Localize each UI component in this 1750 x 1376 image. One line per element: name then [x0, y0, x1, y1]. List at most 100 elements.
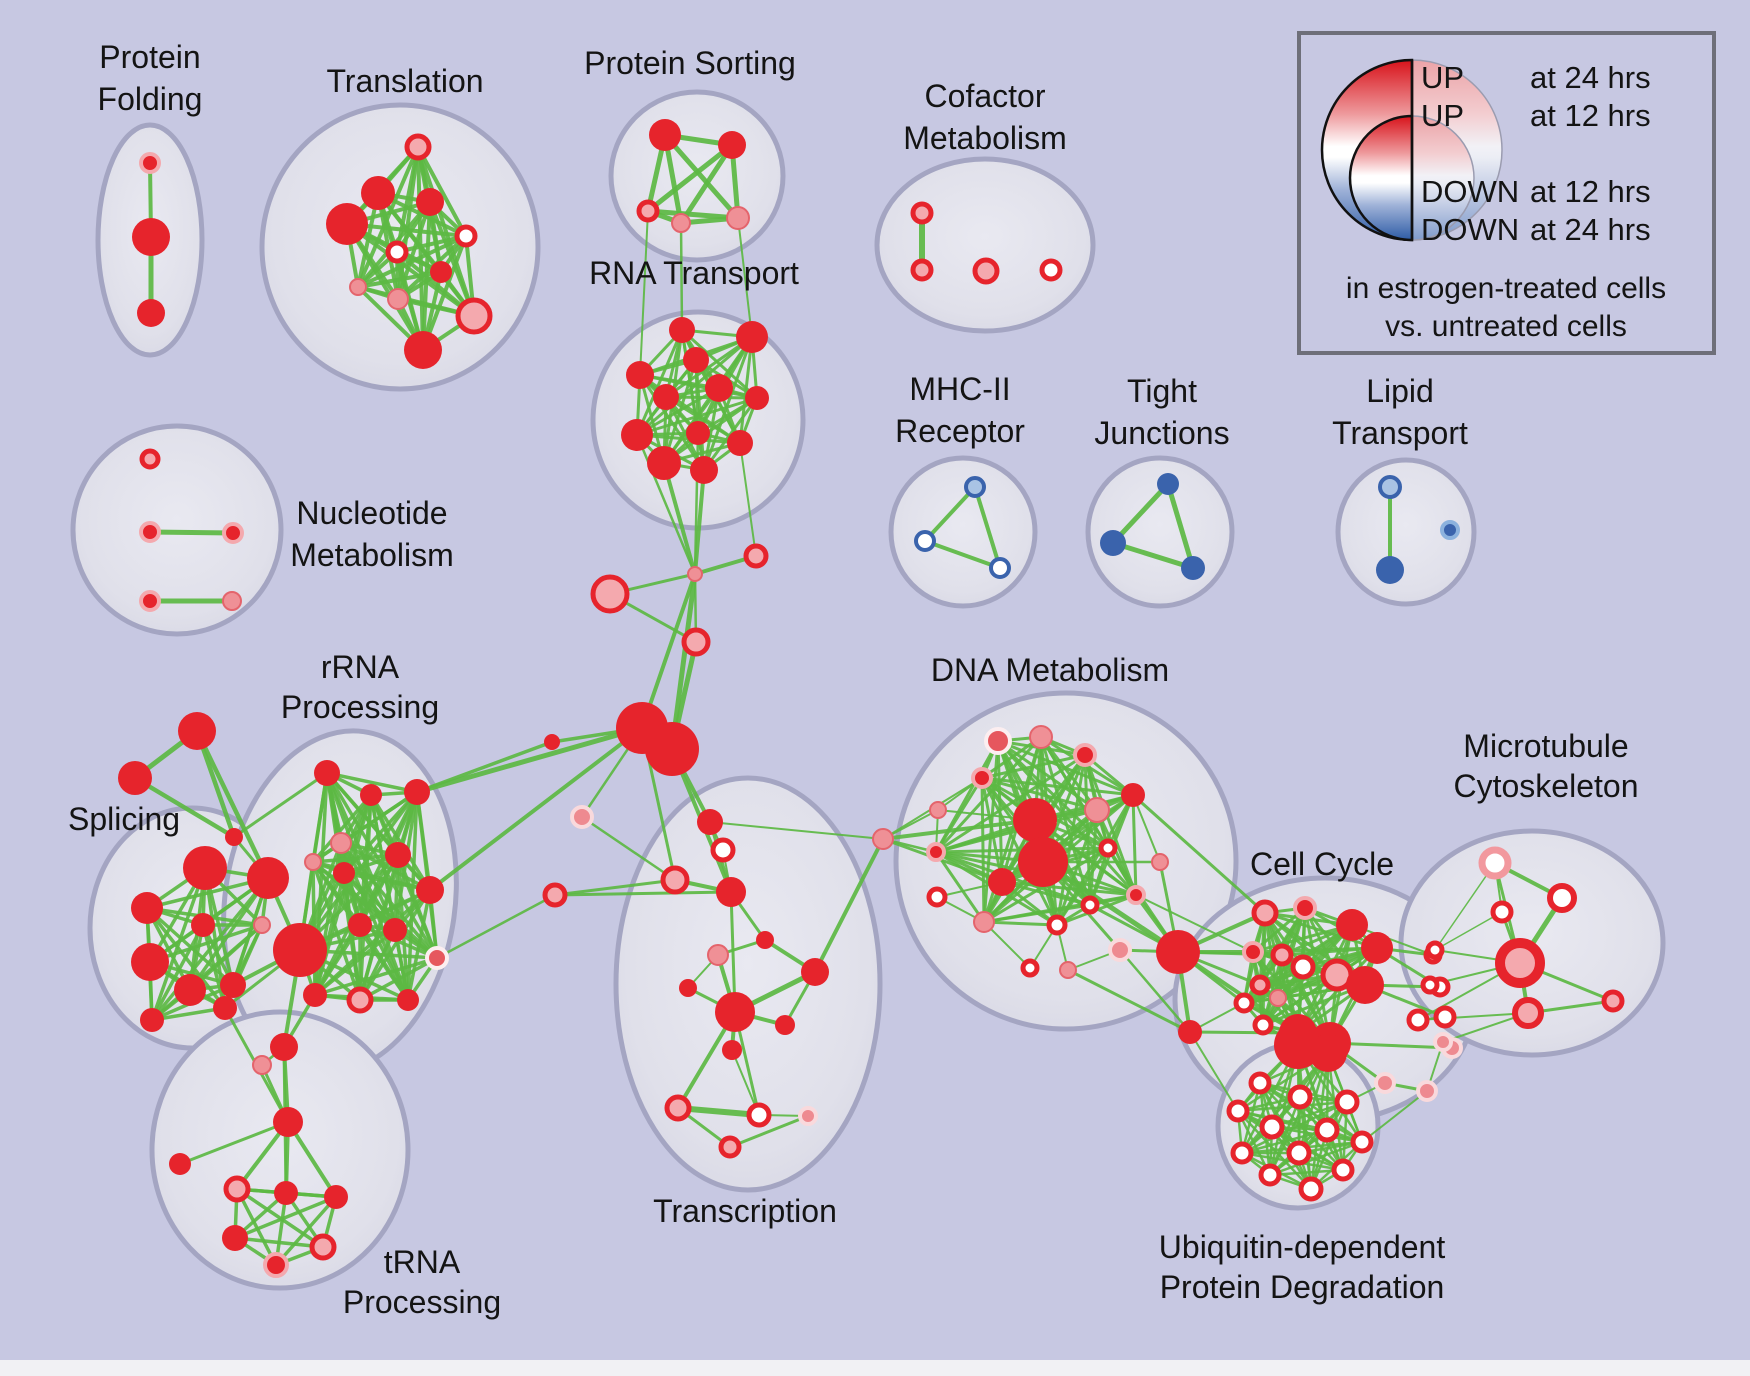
node-tn2	[169, 1153, 191, 1175]
node-d19	[1046, 914, 1068, 936]
edge	[395, 234, 468, 254]
edge	[358, 923, 410, 1002]
edge	[662, 132, 741, 221]
edge	[1000, 880, 1138, 897]
node-sp2	[247, 857, 289, 899]
node-tn3	[223, 1175, 251, 1203]
edge	[640, 572, 697, 730]
node-d22	[1108, 938, 1132, 962]
node-ps3	[636, 199, 660, 223]
edge	[1240, 1128, 1329, 1155]
node-c6	[756, 931, 774, 949]
edge	[1040, 859, 1181, 955]
edge	[356, 234, 468, 289]
node-r16	[397, 989, 419, 1011]
node-t5	[454, 224, 478, 248]
node-x2	[118, 761, 152, 795]
node-r4	[330, 832, 352, 854]
edge	[934, 753, 1087, 854]
cluster-label-protein_sorting: Protein Sorting	[584, 45, 796, 81]
node-d11	[1018, 837, 1068, 887]
edge	[313, 871, 346, 997]
node-nm5	[222, 591, 242, 611]
edge	[325, 771, 419, 794]
cluster-label-rrna_processing: Processing	[281, 689, 439, 725]
cluster-label-nucleotide_metabolism: Nucleotide	[296, 495, 447, 531]
edge	[934, 776, 984, 854]
legend-time-label: at 12 hrs	[1530, 98, 1651, 133]
node-u11	[1331, 1158, 1355, 1182]
edge	[693, 468, 706, 576]
node-d21	[1059, 961, 1077, 979]
edge	[1066, 968, 1192, 1034]
cluster-label-microtubule_cytoskeleton: Cytoskeleton	[1454, 768, 1639, 804]
cluster-label-transcription: Transcription	[653, 1193, 837, 1229]
edge	[194, 728, 271, 881]
cluster-bubble-lipid_transport	[1335, 457, 1477, 607]
node-m4	[1425, 940, 1445, 960]
node-sp10	[213, 996, 237, 1020]
edge	[358, 956, 439, 1002]
cluster-labels-layer: Protein Folding Translation Protein Sorting…	[68, 39, 1639, 1320]
edge	[1131, 793, 1267, 915]
node-cm1	[910, 201, 934, 225]
node-c11	[775, 1015, 795, 1035]
node-r5	[304, 853, 322, 871]
cluster-label-mhc_ii_receptor: MHC-II	[909, 371, 1010, 407]
legend-caption: vs. untreated cells	[1385, 310, 1627, 343]
node-rt2	[736, 321, 768, 353]
edge	[274, 1195, 338, 1267]
cluster-label-cofactor_metabolism: Metabolism	[903, 120, 1067, 156]
node-sp6	[131, 943, 169, 981]
edge	[980, 776, 1135, 797]
node-r18	[252, 1055, 272, 1075]
node-lt2	[1376, 556, 1404, 584]
node-d18	[1080, 895, 1100, 915]
edge	[934, 735, 1043, 854]
node-u5	[1259, 1114, 1285, 1140]
node-d9	[926, 842, 946, 862]
node-tn5	[324, 1185, 348, 1209]
node-r14	[303, 983, 327, 1007]
node-rt10	[727, 430, 753, 456]
edge	[1110, 540, 1196, 571]
legend-time-label: at 24 hrs	[1530, 60, 1651, 95]
edge	[1118, 948, 1192, 1034]
edge	[709, 821, 884, 840]
legend-row-label: DOWN	[1421, 174, 1519, 209]
edge	[356, 270, 443, 289]
edge	[1434, 862, 1496, 951]
edge	[416, 145, 468, 238]
edge	[1434, 911, 1503, 951]
node-rt5	[705, 374, 733, 402]
cluster-label-rrna_processing: rRNA	[321, 649, 400, 685]
node-k11	[1233, 992, 1255, 1014]
node-r15	[346, 986, 374, 1014]
node-r2	[360, 784, 382, 806]
node-t11	[404, 331, 442, 369]
node-cm3	[972, 257, 1000, 285]
node-k4	[1361, 932, 1393, 964]
node-k10	[1269, 989, 1287, 1007]
node-rt9	[686, 421, 710, 445]
node-sp1	[183, 846, 227, 890]
node-c5	[542, 882, 568, 908]
edge	[1251, 923, 1354, 954]
node-nm3	[222, 522, 244, 544]
cluster-label-rna_transport: RNA Transport	[589, 255, 799, 291]
node-t3	[416, 188, 444, 216]
node-tj2	[1100, 530, 1126, 556]
edge	[233, 1236, 325, 1249]
node-rt11	[647, 446, 681, 480]
edge	[645, 142, 735, 214]
edge	[313, 928, 397, 997]
edge	[639, 210, 649, 376]
node-c4	[716, 877, 746, 907]
edge	[923, 539, 1002, 570]
node-tj3	[1181, 556, 1205, 580]
edge	[414, 725, 645, 795]
edge	[702, 335, 754, 472]
node-d7	[1121, 783, 1145, 807]
node-rt8	[621, 419, 653, 451]
node-sp9	[140, 1008, 164, 1032]
